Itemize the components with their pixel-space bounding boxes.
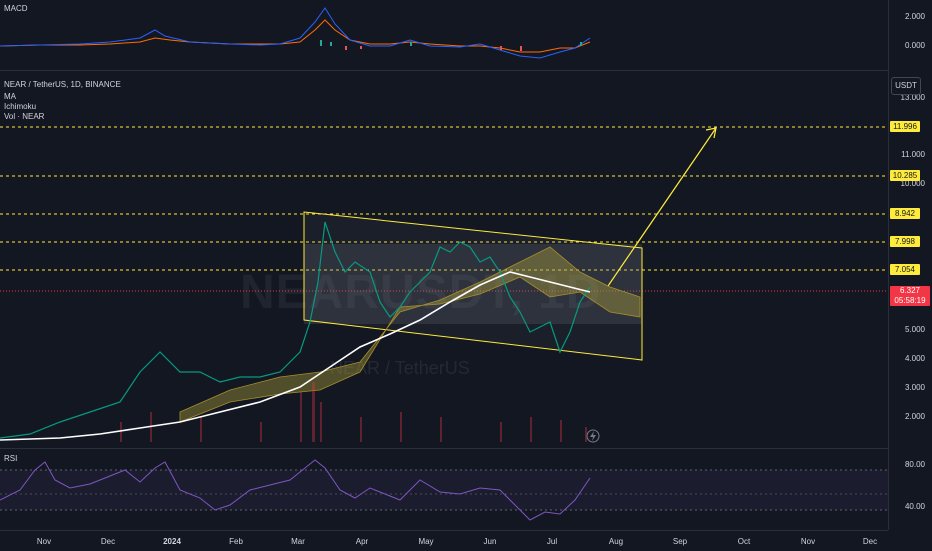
- symbol-watermark: NEARUSDT, 1D: [240, 265, 601, 320]
- level-tag-11996: 11.996: [890, 121, 920, 132]
- rsi-pane[interactable]: RSI: [0, 450, 888, 530]
- time-label: Nov: [800, 537, 816, 546]
- price-tick: 3.000: [904, 383, 925, 392]
- price-series: [0, 221, 591, 439]
- price-tick: 11.000: [901, 150, 925, 159]
- macd-plot: [0, 7, 591, 59]
- macd-pane[interactable]: MACD: [0, 0, 888, 70]
- time-label: Dec: [862, 537, 878, 546]
- time-label: Feb: [229, 537, 243, 546]
- macd-label[interactable]: MACD: [4, 4, 28, 13]
- time-label: Jun: [483, 537, 497, 546]
- macd-histogram: [320, 40, 582, 51]
- macd-line: [0, 7, 591, 59]
- price-tick: 5.000: [904, 325, 925, 334]
- descending-channel: [303, 211, 643, 361]
- current-price: 6.327: [899, 286, 921, 295]
- level-lines: [0, 126, 888, 271]
- price-tick: 4.000: [904, 354, 925, 363]
- symbol-watermark-sub: NEAR / TetherUS: [330, 358, 470, 378]
- rsi-tick: 40.00: [904, 502, 925, 511]
- time-label: Aug: [608, 537, 624, 546]
- time-label: Nov: [36, 537, 52, 546]
- macd-tick: 0.000: [904, 41, 925, 50]
- time-label: Mar: [291, 537, 305, 546]
- price-plot: [0, 126, 888, 443]
- macd-tick: 2.000: [904, 12, 925, 21]
- indicator-volume-label[interactable]: Vol · NEAR: [4, 112, 45, 121]
- current-price-tag: 6.327 05:58:19: [890, 286, 930, 306]
- time-label: Dec: [100, 537, 116, 546]
- macd-signal-line: [0, 19, 591, 53]
- level-tag-10285: 10.285: [890, 170, 920, 181]
- time-axis[interactable]: Nov Dec 2024 Feb Mar Apr May Jun Jul Aug…: [0, 530, 888, 551]
- highlight-zone: [304, 244, 642, 324]
- currency-button[interactable]: USDT: [891, 77, 921, 95]
- level-tag-7054: 7.054: [890, 264, 920, 275]
- price-tick: 2.000: [904, 412, 925, 421]
- time-label: Sep: [672, 537, 688, 546]
- rsi-plot: [0, 459, 888, 521]
- time-label: 2024: [163, 537, 181, 546]
- price-tick: 13.000: [900, 93, 925, 102]
- price-tick: 10.000: [900, 179, 925, 188]
- ichimoku-cloud: [179, 246, 641, 423]
- projection-arrow: [607, 127, 717, 287]
- time-label: Oct: [737, 537, 751, 546]
- main-chart-pane[interactable]: NEARUSDT, 1D NEAR / TetherUS: [0, 72, 888, 448]
- level-tag-7998: 7.998: [890, 236, 920, 247]
- lightning-icon: [586, 429, 600, 443]
- rsi-label[interactable]: RSI: [4, 454, 18, 463]
- indicator-ichimoku-label[interactable]: Ichimoku: [4, 102, 37, 111]
- time-label: Jul: [546, 537, 558, 546]
- time-label: May: [418, 537, 434, 546]
- moving-average-line: [0, 271, 591, 441]
- bar-countdown: 05:58:19: [894, 296, 926, 305]
- level-tag-8942: 8.942: [890, 208, 920, 219]
- symbol-title[interactable]: NEAR / TetherUS, 1D, BINANCE: [4, 80, 121, 89]
- indicator-ma-label[interactable]: MA: [4, 92, 16, 101]
- rsi-line: [0, 459, 591, 521]
- rsi-tick: 80.00: [904, 460, 925, 469]
- time-label: Apr: [355, 537, 369, 546]
